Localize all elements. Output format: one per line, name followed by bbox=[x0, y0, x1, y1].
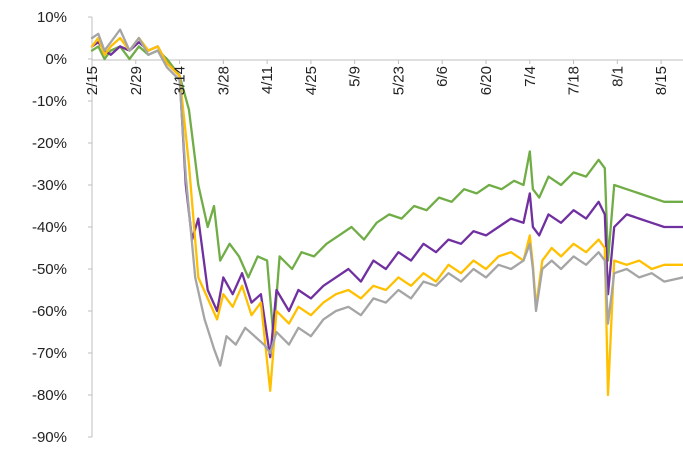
x-tick-label: 7/4 bbox=[522, 66, 539, 87]
x-tick-label: 2/29 bbox=[128, 66, 145, 95]
x-tick-label: 3/14 bbox=[172, 66, 189, 95]
y-tick-label: -80% bbox=[32, 387, 67, 404]
x-tick-label: 6/20 bbox=[478, 66, 495, 95]
y-tick-label: -10% bbox=[32, 93, 67, 110]
y-tick-label: 10% bbox=[37, 9, 67, 26]
x-tick-labels: 2/15 2/29 3/14 3/28 4/11 4/25 5/9 5/23 6/6 6/20 7/… bbox=[84, 60, 670, 95]
x-tick-label: 4/11 bbox=[259, 66, 276, 94]
y-tick-label: -90% bbox=[32, 429, 67, 446]
y-tick-label: -70% bbox=[32, 345, 67, 362]
series-group bbox=[90, 28, 683, 397]
series-line-4 bbox=[90, 28, 683, 367]
y-tick-label: -30% bbox=[32, 177, 67, 194]
plot-area bbox=[90, 17, 683, 437]
x-tick-label: 8/1 bbox=[609, 66, 626, 87]
y-tick-label: 0% bbox=[45, 51, 67, 68]
y-tick-label: -40% bbox=[32, 219, 67, 236]
x-tick-label: 5/23 bbox=[390, 66, 407, 95]
y-tick-label: -20% bbox=[32, 135, 67, 152]
y-tick-labels: 10% 0% -10% -20% -30% -40% -50% -60% -70% -80% -90… bbox=[32, 9, 92, 446]
x-tick-label: 8/15 bbox=[653, 66, 670, 95]
x-tick-label: 2/15 bbox=[84, 66, 101, 95]
y-tick-label: -50% bbox=[32, 261, 67, 278]
x-tick-label: 5/9 bbox=[347, 66, 364, 87]
x-tick-label: 6/6 bbox=[434, 66, 451, 87]
x-tick-label: 4/25 bbox=[303, 66, 320, 95]
x-tick-label: 3/28 bbox=[215, 66, 232, 95]
series-line-3 bbox=[90, 36, 683, 397]
x-tick-label: 7/18 bbox=[566, 66, 583, 95]
y-tick-label: -60% bbox=[32, 303, 67, 320]
